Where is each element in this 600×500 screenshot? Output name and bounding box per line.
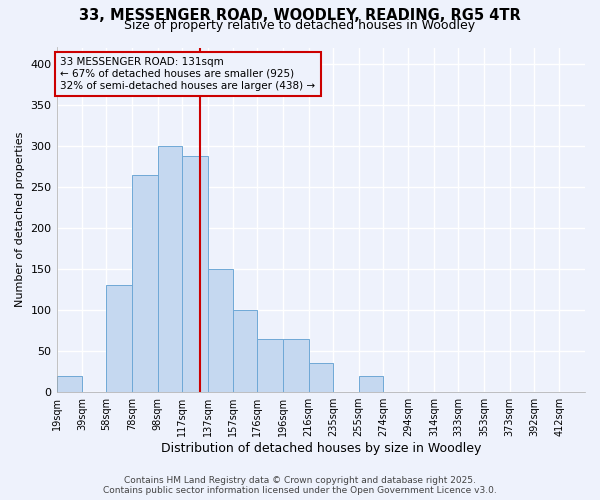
Bar (233, 310, 257, 392)
Bar (132, 174, 158, 392)
Bar (257, 339, 283, 392)
Bar (106, 286, 132, 392)
Bar (158, 146, 182, 392)
Text: 33, MESSENGER ROAD, WOODLEY, READING, RG5 4TR: 33, MESSENGER ROAD, WOODLEY, READING, RG… (79, 8, 521, 22)
Text: Size of property relative to detached houses in Woodley: Size of property relative to detached ho… (124, 19, 476, 32)
Bar (308, 364, 333, 392)
X-axis label: Distribution of detached houses by size in Woodley: Distribution of detached houses by size … (161, 442, 481, 455)
Bar (283, 339, 308, 392)
Y-axis label: Number of detached properties: Number of detached properties (15, 132, 25, 308)
Bar (208, 269, 233, 392)
Text: 33 MESSENGER ROAD: 131sqm
← 67% of detached houses are smaller (925)
32% of semi: 33 MESSENGER ROAD: 131sqm ← 67% of detac… (61, 58, 316, 90)
Bar (359, 376, 383, 392)
Text: Contains HM Land Registry data © Crown copyright and database right 2025.
Contai: Contains HM Land Registry data © Crown c… (103, 476, 497, 495)
Bar (56, 376, 82, 392)
Bar (182, 156, 208, 392)
